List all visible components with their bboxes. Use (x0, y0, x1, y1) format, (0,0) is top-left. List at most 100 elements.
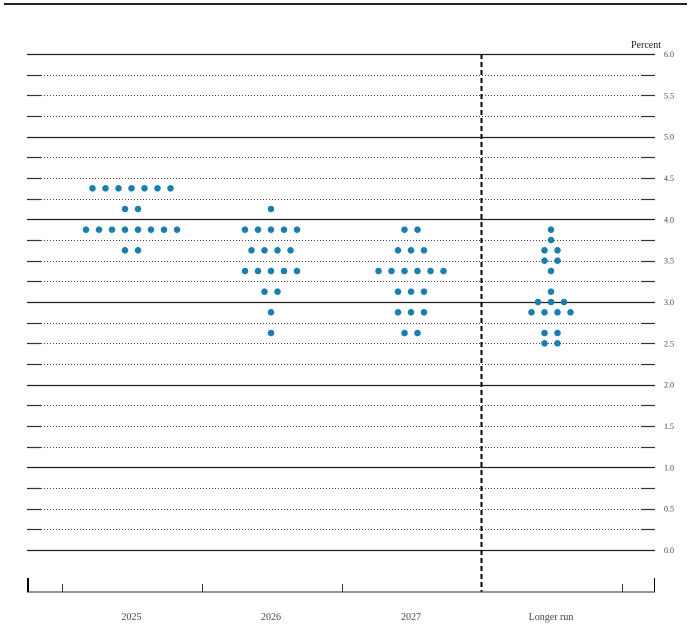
dot (401, 226, 408, 233)
dot (267, 267, 275, 275)
dot (254, 226, 262, 233)
y-tick-label: 4.5 (664, 174, 674, 183)
dot (420, 288, 428, 295)
dot (554, 329, 561, 337)
y-tick-label: 4.0 (664, 215, 674, 224)
gridlines (27, 53, 655, 552)
dot (420, 309, 428, 316)
dot (121, 205, 129, 213)
dot (267, 226, 275, 233)
x-axis-category-labels: 2025 2026 2027 Longer run (122, 612, 574, 623)
y-tick-label: 6.0 (664, 50, 674, 59)
dot (541, 329, 548, 337)
dot (154, 185, 161, 192)
dot-column-2025 (82, 185, 181, 254)
dot (534, 298, 542, 306)
dot (121, 247, 129, 254)
dot (547, 226, 555, 233)
dot (554, 340, 561, 347)
dot (108, 226, 116, 233)
dot (394, 247, 402, 254)
dot (440, 267, 447, 275)
dot (241, 226, 249, 233)
dot (541, 309, 548, 316)
x-category-label: 2027 (401, 612, 421, 623)
dot (554, 247, 561, 254)
dot (414, 267, 421, 275)
dot (141, 185, 148, 192)
y-tick-label: 0.5 (664, 505, 674, 514)
top-rule (4, 3, 687, 5)
dot (121, 226, 129, 233)
dot (274, 247, 281, 254)
dot-column-2026 (241, 205, 301, 337)
dots-layer (82, 185, 574, 347)
dot (267, 309, 275, 316)
dot (567, 309, 574, 316)
y-tick-label: 0.0 (664, 546, 674, 555)
dot (248, 247, 255, 254)
dot (401, 329, 408, 337)
dot (420, 247, 428, 254)
dot (414, 226, 421, 233)
dot (267, 329, 275, 337)
dot (293, 267, 301, 275)
dot (134, 205, 142, 213)
dot (407, 288, 415, 295)
dot (241, 267, 249, 275)
dot (541, 247, 548, 254)
dot (427, 267, 434, 275)
dot (554, 257, 561, 264)
dot (280, 267, 288, 275)
x-category-label: Longer run (529, 612, 574, 623)
dot (541, 257, 548, 264)
dot (160, 226, 168, 233)
dot (388, 267, 395, 275)
dot (547, 236, 555, 244)
dot (547, 288, 555, 295)
y-tick-label: 3.5 (664, 257, 674, 266)
dot (134, 226, 142, 233)
x-category-label: 2025 (122, 612, 142, 623)
y-tick-label: 2.0 (664, 381, 674, 390)
dot (560, 298, 568, 306)
dot (89, 185, 96, 192)
dot (293, 226, 301, 233)
y-tick-label: 1.0 (664, 463, 674, 472)
dot (274, 288, 281, 295)
dot-column-longer-run (528, 226, 574, 347)
dot (287, 247, 294, 254)
dot (394, 309, 402, 316)
dot (414, 329, 421, 337)
x-axis (27, 578, 655, 593)
dot (407, 247, 415, 254)
dot (547, 267, 555, 275)
y-axis-label: Percent (631, 40, 661, 51)
dot (147, 226, 155, 233)
x-category-label: 2026 (261, 612, 281, 623)
y-axis-tick-labels: 0.0 0.5 1.0 1.5 2.0 2.5 3.0 3.5 4.0 4.5 5.0 5.5 6.0 (664, 50, 674, 555)
dot (401, 267, 408, 275)
dot (407, 309, 415, 316)
dot (128, 185, 135, 192)
dot (375, 267, 382, 275)
dot (547, 298, 555, 306)
y-tick-label: 5.5 (664, 91, 674, 100)
dot (394, 288, 402, 295)
dot (267, 205, 275, 213)
y-tick-label: 5.0 (664, 133, 674, 142)
dot (541, 340, 548, 347)
dot (554, 309, 561, 316)
y-tick-label: 3.0 (664, 298, 674, 307)
dot (528, 309, 535, 316)
dot (95, 226, 103, 233)
dot (82, 226, 90, 233)
dot (167, 185, 174, 192)
y-tick-label: 2.5 (664, 339, 674, 348)
dot (102, 185, 109, 192)
dot (115, 185, 122, 192)
dot-column-2027 (375, 226, 447, 337)
dot (254, 267, 262, 275)
dot (261, 288, 268, 295)
